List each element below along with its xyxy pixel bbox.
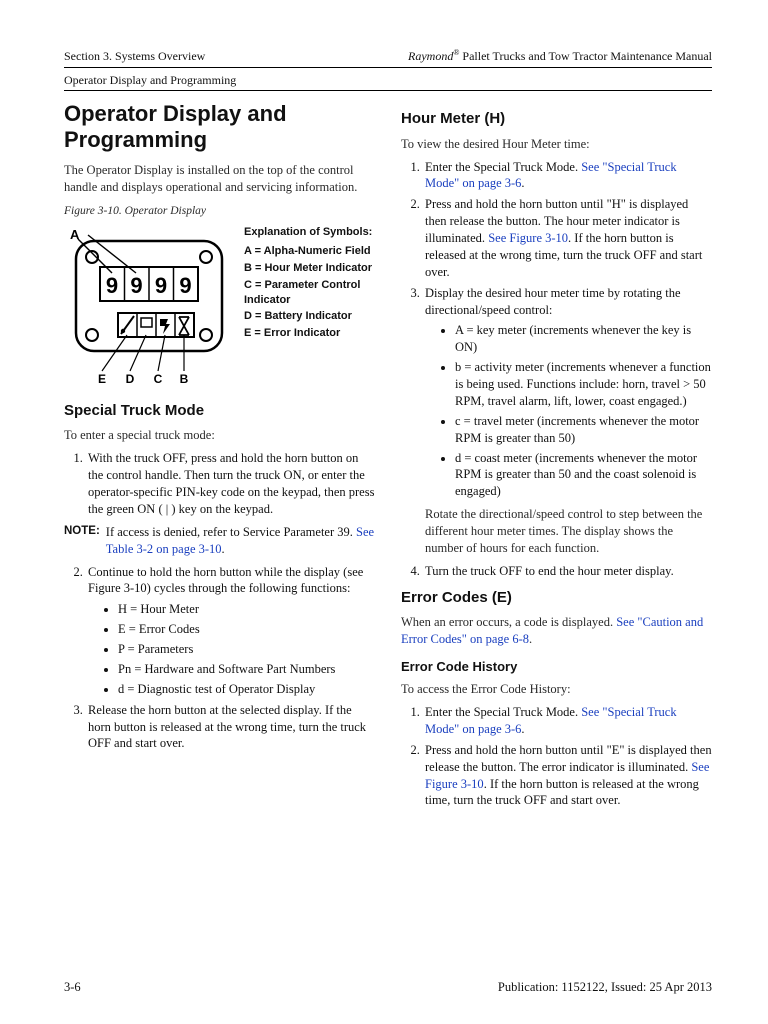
list-item: d = coast meter (increments whenever the…	[455, 450, 712, 501]
symbol-legend: Explanation of Symbols: A = Alpha-Numeri…	[244, 223, 375, 343]
page-number: 3-6	[64, 979, 81, 996]
list-item: P = Parameters	[118, 641, 375, 658]
hm-step-2-link[interactable]: See Figure 3-10	[488, 231, 568, 245]
ech-intro: To access the Error Code History:	[401, 681, 712, 698]
stm-functions-list: H = Hour Meter E = Error Codes P = Param…	[118, 601, 375, 697]
stm-heading: Special Truck Mode	[64, 401, 375, 421]
list-item: Pn = Hardware and Software Part Numbers	[118, 661, 375, 678]
ech-step-1-text: Enter the Special Truck Mode.	[425, 705, 581, 719]
ech-step-2-text: Press and hold the horn button until "E"…	[425, 743, 712, 774]
error-codes-text: When an error occurs, a code is displaye…	[401, 614, 712, 648]
note-body: If access is denied, refer to Service Pa…	[106, 524, 375, 558]
svg-text:9: 9	[106, 273, 118, 298]
svg-text:9: 9	[179, 273, 191, 298]
svg-text:9: 9	[155, 273, 167, 298]
note-text: If access is denied, refer to Service Pa…	[106, 525, 356, 539]
legend-heading: Explanation of Symbols:	[244, 225, 375, 240]
svg-text:B: B	[180, 372, 189, 386]
manual-rest: Pallet Trucks and Tow Tractor Maintenanc…	[459, 49, 712, 63]
err-text: When an error occurs, a code is displaye…	[401, 615, 616, 629]
stm-list-cont: Continue to hold the horn button while t…	[86, 564, 375, 753]
error-codes-heading: Error Codes (E)	[401, 588, 712, 608]
svg-text:9: 9	[130, 273, 142, 298]
note-text-end: .	[222, 542, 225, 556]
figure-caption: Figure 3-10. Operator Display	[64, 204, 375, 220]
manual-title: Raymond® Pallet Trucks and Tow Tractor M…	[408, 48, 712, 64]
page-header: Section 3. Systems Overview Raymond® Pal…	[64, 48, 712, 68]
page-title: Operator Display and Programming	[64, 101, 375, 152]
stm-step-2-text: Continue to hold the horn button while t…	[88, 565, 363, 596]
brand: Raymond	[408, 49, 453, 63]
publication-info: Publication: 1152122, Issued: 25 Apr 201…	[498, 979, 712, 996]
stm-step-3: Release the horn button at the selected …	[86, 702, 375, 753]
figure-3-10: 9 9 9 9 A	[64, 223, 375, 393]
hm-step-1: Enter the Special Truck Mode. See "Speci…	[423, 159, 712, 193]
right-column: Hour Meter (H) To view the desired Hour …	[401, 101, 712, 815]
note-block: NOTE: If access is denied, refer to Serv…	[64, 524, 375, 558]
hm-step-4: Turn the truck OFF to end the hour meter…	[423, 563, 712, 580]
page-footer: 3-6 Publication: 1152122, Issued: 25 Apr…	[64, 979, 712, 996]
hour-meter-heading: Hour Meter (H)	[401, 109, 712, 129]
stm-list: With the truck OFF, press and hold the h…	[86, 450, 375, 518]
note-label: NOTE:	[64, 524, 100, 558]
list-item: H = Hour Meter	[118, 601, 375, 618]
stm-intro: To enter a special truck mode:	[64, 427, 375, 444]
legend-item: A = Alpha-Numeric Field	[244, 244, 375, 259]
hm-step-3-intro: Display the desired hour meter time by r…	[425, 286, 681, 317]
legend-item: D = Battery Indicator	[244, 309, 375, 324]
intro-paragraph: The Operator Display is installed on the…	[64, 162, 375, 196]
hm-step-1-end: .	[521, 176, 524, 190]
legend-item: B = Hour Meter Indicator	[244, 261, 375, 276]
err-text-end: .	[529, 632, 532, 646]
hm-list: Enter the Special Truck Mode. See "Speci…	[423, 159, 712, 580]
svg-text:D: D	[126, 372, 135, 386]
ech-step-2: Press and hold the horn button until "E"…	[423, 742, 712, 810]
list-item: c = travel meter (increments whenever th…	[455, 413, 712, 447]
ech-step-1: Enter the Special Truck Mode. See "Speci…	[423, 704, 712, 738]
svg-text:C: C	[154, 372, 163, 386]
hm-step-2: Press and hold the horn button until "H"…	[423, 196, 712, 280]
error-history-heading: Error Code History	[401, 658, 712, 676]
list-item: b = activity meter (increments whenever …	[455, 359, 712, 410]
legend-item: E = Error Indicator	[244, 326, 375, 341]
list-item: d = Diagnostic test of Operator Display	[118, 681, 375, 698]
hm-rotate: Rotate the directional/speed control to …	[425, 506, 712, 557]
svg-text:E: E	[98, 372, 106, 386]
operator-display-diagram: 9 9 9 9 A	[64, 223, 234, 393]
list-item: E = Error Codes	[118, 621, 375, 638]
stm-step-2: Continue to hold the horn button while t…	[86, 564, 375, 698]
legend-item: C = Parameter Control Indicator	[244, 278, 375, 308]
hm-intro: To view the desired Hour Meter time:	[401, 136, 712, 153]
section-label: Section 3. Systems Overview	[64, 48, 205, 64]
hm-step-3: Display the desired hour meter time by r…	[423, 285, 712, 557]
stm-step-1: With the truck OFF, press and hold the h…	[86, 450, 375, 518]
hm-step-1-text: Enter the Special Truck Mode.	[425, 160, 581, 174]
list-item: A = key meter (increments whenever the k…	[455, 322, 712, 356]
left-column: Operator Display and Programming The Ope…	[64, 101, 375, 815]
hm-bullets: A = key meter (increments whenever the k…	[455, 322, 712, 500]
content-columns: Operator Display and Programming The Ope…	[64, 101, 712, 815]
ech-step-1-end: .	[521, 722, 524, 736]
running-head: Operator Display and Programming	[64, 68, 712, 91]
ech-list: Enter the Special Truck Mode. See "Speci…	[423, 704, 712, 809]
